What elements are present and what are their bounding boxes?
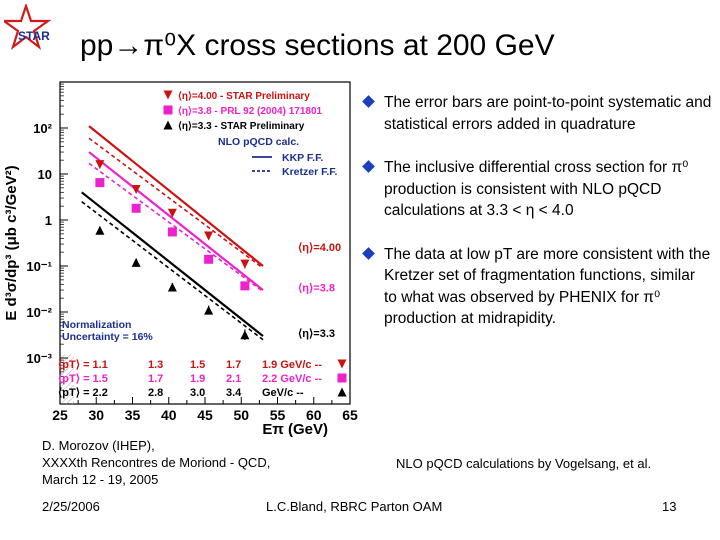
pt-row-marker: [337, 387, 347, 397]
credits-line: March 12 - 19, 2005: [42, 472, 159, 487]
legend-marker: [163, 120, 173, 130]
pt-row-label: ⟨pT⟩ = 1.5: [58, 373, 108, 385]
pt-cell: 3.4: [226, 387, 242, 399]
pt-cell: 2.1: [226, 373, 241, 385]
legend-label: ⟨η⟩=4.00 - STAR Preliminary: [178, 91, 310, 102]
normalization-note: Normalization: [62, 319, 131, 331]
pt-row-label: ⟨pT⟩ = 1.1: [58, 359, 108, 371]
kretzer-curve: [88, 162, 264, 293]
y-tick-label: 10⁻²: [26, 305, 52, 320]
diamond-bullet-icon: [362, 246, 375, 260]
normalization-note: Uncertainty = 16%: [62, 331, 153, 343]
slide-title: pp→π⁰X cross sections at 200 GeV: [80, 29, 555, 62]
data-point: [167, 227, 177, 237]
pt-row-marker: [337, 373, 347, 383]
data-point: [131, 257, 141, 267]
x-axis-label: Eπ (GeV): [262, 421, 328, 438]
cross-section-chart: 25 30 35 40 45 50 55 60 65 10² 10 1 10⁻¹ 10⁻² 10⁻³ Eπ (…: [3, 81, 358, 438]
page-number: 13: [662, 499, 677, 514]
curve-label: ⟨η⟩=3.8: [298, 283, 335, 295]
kkp-curve: [88, 125, 264, 267]
normalization-hatch: [62, 354, 74, 404]
data-point: [240, 259, 250, 269]
pt-cell: 1.9: [190, 373, 205, 385]
slide-date: 2/25/2006: [42, 499, 100, 514]
diamond-bullet-icon: [362, 160, 375, 173]
star-logo: STAR: [4, 4, 52, 50]
pt-cell: 3.0: [190, 387, 205, 399]
legend-line-label: KKP F.F.: [282, 152, 323, 164]
x-tick-label: 50: [233, 407, 249, 423]
data-point: [204, 254, 214, 264]
y-tick-label: 10⁻³: [26, 351, 52, 366]
pt-cell: 1.7: [226, 359, 241, 371]
data-point: [131, 203, 141, 213]
x-tick-label: 45: [197, 407, 213, 423]
data-point: [95, 225, 105, 235]
bullet-item: The error bars are point-to-point system…: [362, 92, 712, 135]
data-point: [95, 178, 105, 188]
pt-cell: 1.3: [148, 359, 163, 371]
y-tick-label: 10²: [33, 121, 52, 136]
legend-label: ⟨η⟩=3.8 - PRL 92 (2004) 171801: [178, 106, 323, 117]
legend-marker: [163, 90, 173, 100]
pt-row-marker: [337, 359, 347, 369]
kkp-curve: [88, 151, 264, 291]
data-point: [204, 305, 214, 315]
pt-cell: GeV/c --: [262, 387, 304, 399]
pt-cell: 1.7: [148, 373, 163, 385]
legend-label: ⟨η⟩=3.3 - STAR Preliminary: [178, 121, 305, 132]
data-point: [204, 231, 214, 241]
data-point: [240, 281, 250, 291]
pt-cell: 1.5: [190, 359, 205, 371]
x-tick-label: 55: [270, 407, 286, 423]
pt-row-label: ⟨pT⟩ = 2.2: [58, 387, 108, 399]
diamond-bullet-icon: [362, 95, 375, 108]
nlo-credit-note: NLO pQCD calculations by Vogelsang, et a…: [396, 456, 652, 471]
x-tick-label: 35: [125, 407, 141, 423]
curve-label: ⟨η⟩=3.3: [298, 328, 335, 340]
x-tick-label: 30: [88, 407, 104, 423]
bullet-item: The data at low pT are more consistent w…: [362, 244, 712, 330]
bullet-text: The data at low pT are more consistent w…: [384, 245, 711, 328]
credits-line: D. Morozov (IHEP),: [42, 438, 155, 453]
pt-cell: 1.9 GeV/c --: [262, 359, 322, 371]
pt-cell: 2.2 GeV/c --: [262, 373, 322, 385]
curve-label: ⟨η⟩=4.00: [298, 242, 341, 254]
kkp-curve: [81, 191, 264, 337]
bullet-text: The inclusive differential cross section…: [384, 159, 689, 219]
bullet-list: The error bars are point-to-point system…: [362, 92, 712, 352]
presenter-name: L.C.Bland, RBRC Parton OAM: [266, 499, 443, 514]
data-point: [167, 208, 177, 218]
conference-credits: D. Morozov (IHEP), XXXXth Rencontres de …: [42, 437, 342, 488]
data-point: [95, 160, 105, 170]
pt-cell: 2.8: [148, 387, 163, 399]
x-tick-label: 25: [52, 407, 68, 423]
data-point: [167, 282, 177, 292]
data-point: [131, 185, 141, 195]
legend-marker: [163, 105, 173, 115]
kretzer-curve: [81, 201, 264, 341]
star-logo-text: STAR: [18, 29, 50, 43]
data-point: [240, 330, 250, 340]
y-tick-label: 10: [38, 167, 52, 182]
y-axis-label: E d³σ/dp³ (μb c³/GeV²): [3, 165, 20, 320]
y-tick-label: 1: [45, 213, 52, 228]
y-tick-label: 10⁻¹: [26, 259, 52, 274]
legend-line-label: Kretzer F.F.: [282, 166, 338, 178]
credits-line: XXXXth Rencontres de Moriond - QCD,: [42, 455, 271, 470]
bullet-text: The error bars are point-to-point system…: [384, 94, 712, 133]
x-tick-label: 60: [306, 407, 322, 423]
x-tick-label: 40: [161, 407, 177, 423]
bullet-item: The inclusive differential cross section…: [362, 157, 712, 222]
x-tick-label: 65: [342, 407, 358, 423]
kretzer-curve: [88, 137, 264, 269]
legend-nlo-header: NLO pQCD calc.: [218, 136, 299, 148]
